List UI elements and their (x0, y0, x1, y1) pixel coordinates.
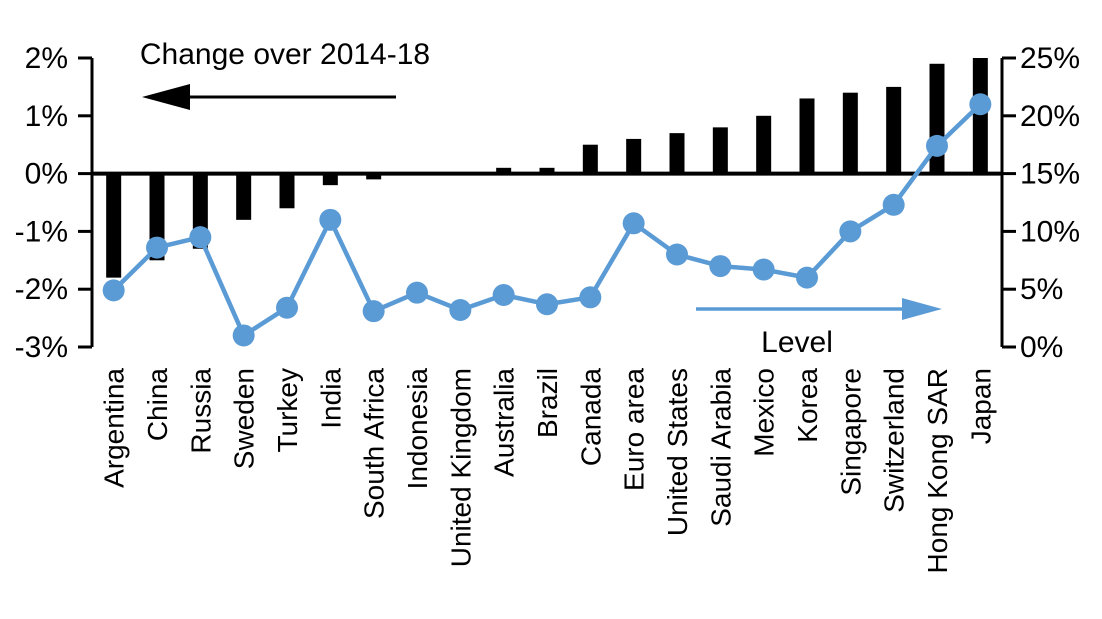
bar-saudi-arabia (712, 127, 728, 174)
category-label-south-africa: South Africa (359, 368, 390, 519)
marker-korea (796, 266, 818, 289)
bar-mexico (756, 115, 772, 174)
category-label-turkey: Turkey (272, 368, 303, 453)
marker-japan (969, 93, 992, 116)
marker-switzerland (882, 193, 905, 216)
line-series-title: Level (761, 326, 833, 359)
bar-hong-kong-sar (929, 63, 945, 174)
category-label-china: China (142, 368, 173, 442)
left-axis-tick-label: -2% (15, 273, 68, 306)
marker-turkey (276, 296, 298, 319)
category-label-canada: Canada (575, 368, 606, 467)
left-arrow-icon (142, 84, 396, 110)
line-series-layer (102, 93, 992, 347)
bar-switzerland (886, 86, 902, 174)
marker-brazil (536, 293, 558, 316)
category-label-argentina: Argentina (99, 368, 130, 488)
category-label-japan: Japan (965, 368, 996, 444)
bar-sweden (236, 173, 252, 220)
right-axis-tick-label: 5% (1020, 273, 1063, 306)
bar-turkey (279, 173, 295, 209)
axes-layer: 2% 1% 0% -1% -2% -3% 25% 20% 15% 10% 5% 0% Argentina… (15, 42, 1080, 573)
marker-saudi-arabia (709, 255, 732, 278)
left-axis-tick-label: 0% (25, 158, 68, 191)
category-label-korea: Korea (792, 368, 823, 443)
bar-series-layer (106, 58, 988, 278)
bar-singapore (842, 92, 858, 174)
marker-united-states (666, 243, 688, 266)
marker-argentina (102, 279, 125, 302)
bar-south-africa (366, 173, 382, 180)
category-label-united-kingdom: United Kingdom (445, 368, 476, 567)
marker-indonesia (406, 281, 428, 304)
marker-russia (189, 226, 212, 249)
left-axis-tick-label: -1% (15, 215, 68, 248)
marker-australia (492, 283, 515, 306)
marker-china (146, 236, 168, 259)
category-label-singapore: Singapore (835, 368, 866, 496)
marker-united-kingdom (449, 299, 472, 322)
bar-canada (582, 144, 598, 174)
marker-mexico (752, 258, 775, 281)
bar-united-states (669, 133, 685, 174)
category-label-united-states: United States (662, 368, 693, 536)
left-axis-tick-label: 1% (25, 100, 68, 133)
marker-india (319, 208, 342, 231)
bar-japan (972, 58, 988, 174)
category-label-indonesia: Indonesia (402, 368, 433, 490)
category-label-mexico: Mexico (749, 368, 780, 457)
category-label-russia: Russia (185, 368, 216, 454)
bar-australia (496, 167, 512, 174)
marker-south-africa (362, 300, 385, 323)
marker-canada (579, 286, 602, 309)
marker-euro-area (622, 212, 645, 235)
bar-series-title: Change over 2014-18 (140, 38, 430, 71)
bar-korea (799, 98, 815, 174)
right-axis-tick-label: 15% (1020, 158, 1080, 191)
category-label-euro-area: Euro area (619, 368, 650, 491)
right-axis-tick-label: 25% (1020, 42, 1080, 75)
marker-singapore (839, 220, 862, 243)
category-label-brazil: Brazil (532, 368, 563, 438)
left-axis-tick-label: 2% (25, 42, 68, 75)
left-axis-tick-label: -3% (15, 331, 68, 364)
category-label-australia: Australia (489, 368, 520, 477)
category-label-sweden: Sweden (229, 368, 260, 469)
bar-india (322, 173, 338, 186)
right-arrow-icon (696, 298, 942, 320)
category-label-india: India (315, 368, 346, 429)
category-label-switzerland: Switzerland (879, 368, 910, 513)
bar-brazil (539, 167, 555, 174)
bar-euro-area (626, 138, 642, 174)
category-label-hong-kong-sar: Hong Kong SAR (922, 368, 953, 573)
marker-hong-kong-sar (926, 134, 948, 157)
bar-argentina (106, 173, 122, 278)
marker-sweden (232, 324, 255, 347)
right-axis-tick-label: 10% (1020, 215, 1080, 248)
right-axis-tick-label: 20% (1020, 100, 1080, 133)
right-axis-tick-label: 0% (1020, 331, 1063, 364)
category-label-saudi-arabia: Saudi Arabia (705, 368, 736, 527)
